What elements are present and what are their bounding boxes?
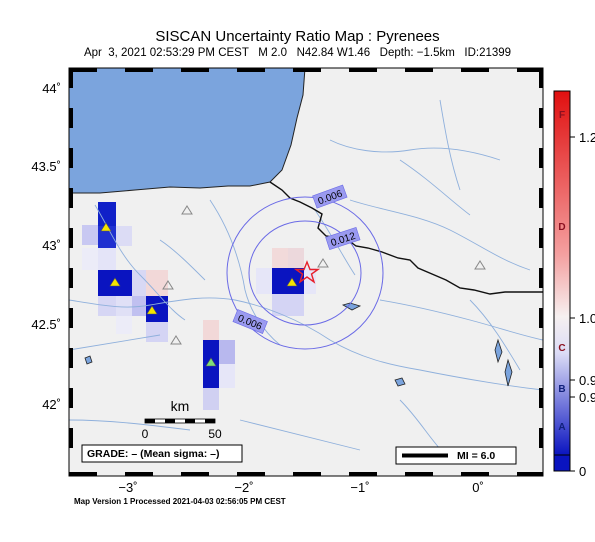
grade-a: A xyxy=(558,422,565,433)
lat-tick-42-5: 42.5˚ xyxy=(31,317,61,332)
lon-tick-minus-3: −3˚ xyxy=(118,480,137,495)
map-subtitle: Apr 3, 2021 02:53:29 PM CEST M 2.0 N42.8… xyxy=(83,47,512,59)
colorbar: F D C B A 1.2 1.0 0.9 0.9 0 xyxy=(553,90,595,479)
national-border xyxy=(269,181,543,295)
map-title: SISCAN Uncertainty Ratio Map : Pyrenees xyxy=(155,28,440,45)
grade-text: GRADE: – (Mean sigma: –) xyxy=(87,448,219,460)
mi-legend: MI = 6.0 xyxy=(395,446,517,465)
station-triangle xyxy=(162,280,174,290)
grade-f: F xyxy=(559,110,565,121)
map-panel: 0.006 0.012 0.006 xyxy=(31,67,544,495)
lon-tick-minus-1: −1˚ xyxy=(350,480,369,495)
station-triangle xyxy=(205,357,217,367)
station-triangle xyxy=(100,222,112,232)
station-triangle xyxy=(181,205,193,215)
reservoirs xyxy=(84,302,513,387)
sea-bay-of-biscay xyxy=(69,68,306,194)
lat-tick-43-5: 43.5˚ xyxy=(31,159,61,174)
contour-labels: 0.006 0.012 0.006 xyxy=(232,184,361,334)
scale-bar: km 0 50 xyxy=(142,398,222,441)
lat-tick-42: 42˚ xyxy=(42,397,61,412)
stations-unused xyxy=(162,205,486,345)
colorbar-tick-0: 0 xyxy=(579,464,586,479)
uncertainty-contours xyxy=(226,196,384,350)
uncertainty-grid xyxy=(82,202,316,410)
lat-tick-44: 44˚ xyxy=(42,81,61,96)
grade-d: D xyxy=(558,222,565,233)
station-triangle xyxy=(109,277,121,287)
colorbar-tick-1-0: 1.0 xyxy=(579,311,595,326)
stations-used xyxy=(100,222,298,367)
colorbar-tick-0-9b: 0.9 xyxy=(579,390,595,405)
lat-axis: 44˚ 43.5˚ 43˚ 42.5˚ 42˚ xyxy=(31,81,61,412)
scale-tick-0: 0 xyxy=(142,427,149,441)
mi-legend-text: MI = 6.0 xyxy=(457,450,495,462)
station-triangle xyxy=(170,335,182,345)
grade-c: C xyxy=(558,343,565,354)
lon-tick-0: 0˚ xyxy=(472,480,484,495)
map-frame-ticks xyxy=(69,68,543,476)
grade-b: B xyxy=(558,384,565,395)
lon-tick-minus-2: −2˚ xyxy=(234,480,253,495)
colorbar-tick-1-2: 1.2 xyxy=(579,130,595,145)
grade-box: GRADE: – (Mean sigma: –) xyxy=(81,444,243,463)
map-footer: Map Version 1 Processed 2021-04-03 02:56… xyxy=(74,497,286,506)
colorbar-tick-0-9a: 0.9 xyxy=(579,373,595,388)
lat-tick-43: 43˚ xyxy=(42,238,61,253)
station-triangle xyxy=(317,258,329,268)
station-triangle xyxy=(286,277,298,287)
lon-axis: −3˚ −2˚ −1˚ 0˚ xyxy=(118,480,483,495)
scale-tick-50: 50 xyxy=(208,427,222,441)
station-triangle xyxy=(146,305,158,315)
scale-unit: km xyxy=(171,398,190,414)
station-triangle xyxy=(474,260,486,270)
epicenter-star-icon xyxy=(293,260,321,284)
